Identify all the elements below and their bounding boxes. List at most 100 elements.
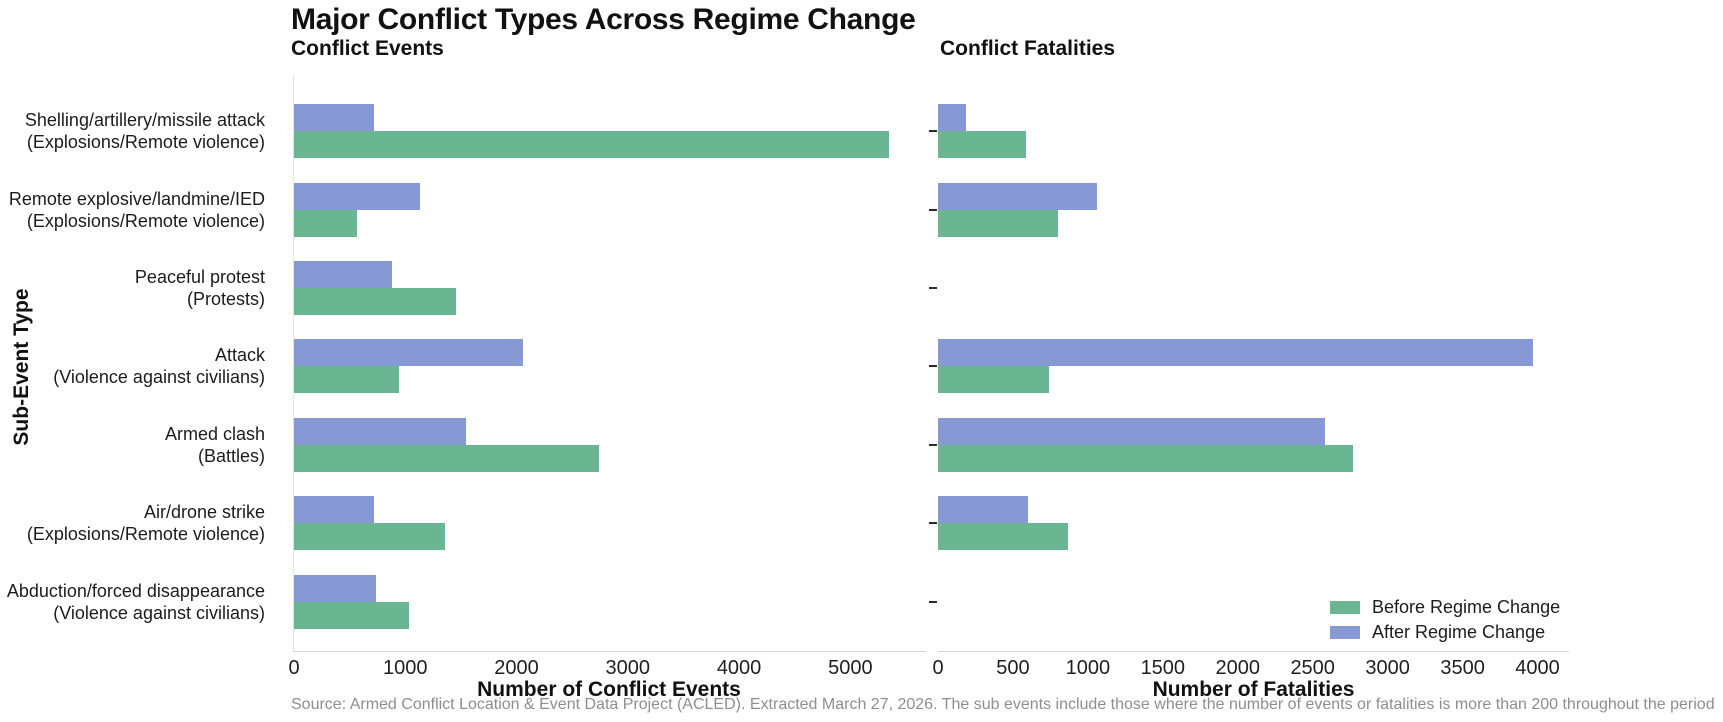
- bar-before-regime-change[interactable]: [938, 209, 1058, 237]
- category-row: Shelling/artillery/missile attack (Explos…: [0, 92, 265, 170]
- category-label-main: Armed clash: [164, 423, 265, 444]
- category-label-main: Peaceful protest: [134, 267, 265, 288]
- x-tick-label: 1000: [383, 657, 428, 679]
- bar-before-regime-change[interactable]: [294, 288, 457, 316]
- legend-swatch: [1330, 626, 1360, 639]
- bar-row: [294, 406, 926, 484]
- y-tick-mark: [929, 365, 937, 368]
- chart-title: Major Conflict Types Across Regime Chang…: [291, 3, 916, 36]
- bar-before-regime-change[interactable]: [294, 601, 409, 629]
- bar-after-regime-change[interactable]: [294, 339, 524, 367]
- bar-rows: [929, 92, 1569, 641]
- x-tick-label: 0: [932, 657, 944, 679]
- bar-before-regime-change[interactable]: [294, 444, 599, 472]
- x-tick-label: 1000: [1065, 657, 1111, 679]
- bar-before-regime-change[interactable]: [294, 209, 358, 237]
- bar-after-regime-change[interactable]: [938, 339, 1534, 367]
- category-label: Armed clash (Battles): [165, 423, 265, 467]
- bar-after-regime-change[interactable]: [938, 417, 1325, 445]
- category-label: Air/drone strike (Explosions/Remote viole…: [27, 501, 265, 545]
- fatalities-x-axis-title: Number of Fatalities: [1152, 678, 1355, 701]
- x-tick-label: 4000: [1515, 657, 1560, 679]
- panel-events-title: Conflict Events: [291, 37, 444, 60]
- y-tick-mark: [929, 130, 937, 133]
- bar-before-regime-change[interactable]: [294, 131, 890, 159]
- y-tick-mark: [929, 600, 937, 603]
- x-tick-label: 5000: [828, 657, 873, 679]
- category-row: Air/drone strike (Explosions/Remote viole…: [0, 484, 265, 562]
- bar-row: [294, 170, 926, 248]
- category-label-group: (Battles): [197, 445, 265, 466]
- category-label-group: (Violence against civilians): [53, 367, 265, 388]
- category-label-group: (Protests): [186, 289, 265, 310]
- bar-rows: [294, 92, 926, 641]
- legend-swatch: [1330, 601, 1360, 614]
- category-label-main: Air/drone strike: [143, 502, 265, 523]
- category-row: Attack (Violence against civilians): [0, 327, 265, 405]
- bar-after-regime-change[interactable]: [294, 574, 377, 602]
- category-label-main: Remote explosive/landmine/IED: [8, 188, 265, 209]
- category-label-group: (Explosions/Remote violence): [26, 210, 265, 231]
- category-row: Abduction/forced disappearance (Violence …: [0, 563, 265, 641]
- category-row: Remote explosive/landmine/IED (Explosions…: [0, 170, 265, 248]
- bar-row: [929, 92, 1569, 170]
- events-panel: 0 1000 2000 3000 4000 5000: [288, 75, 926, 679]
- events-x-axis-title: Number of Conflict Events: [477, 678, 741, 701]
- category-label: Attack (Violence against civilians): [53, 344, 265, 388]
- bar-before-regime-change[interactable]: [938, 366, 1049, 394]
- bar-row: [929, 563, 1569, 641]
- bar-row: [929, 170, 1569, 248]
- x-tick-label: 3000: [1365, 657, 1410, 679]
- category-label: Shelling/artillery/missile attack (Explos…: [25, 109, 265, 153]
- x-tick-label: 500: [996, 657, 1030, 679]
- x-tick-label: 3000: [605, 657, 651, 679]
- legend: Before Regime Change After Regime Change: [1330, 595, 1560, 645]
- category-label: Remote explosive/landmine/IED (Explosions…: [9, 188, 265, 232]
- bar-before-regime-change[interactable]: [294, 523, 446, 551]
- category-label-group: (Explosions/Remote violence): [26, 132, 265, 153]
- y-tick-mark: [929, 443, 937, 446]
- category-label: Peaceful protest (Protests): [135, 266, 265, 310]
- legend-item[interactable]: Before Regime Change: [1330, 595, 1560, 620]
- bar-after-regime-change[interactable]: [938, 104, 967, 132]
- bar-row: [929, 484, 1569, 562]
- bar-after-regime-change[interactable]: [294, 182, 420, 210]
- bar-row: [294, 92, 926, 170]
- y-tick-mark: [929, 522, 937, 525]
- bar-before-regime-change[interactable]: [938, 444, 1354, 472]
- bar-before-regime-change[interactable]: [938, 131, 1027, 159]
- fatalities-panel: 0 500 1000 1500 2000 2500 3000 3500 4000: [929, 75, 1569, 679]
- x-tick-label: 4000: [716, 657, 762, 679]
- bar-before-regime-change[interactable]: [294, 366, 399, 394]
- category-label-group: (Violence against civilians): [53, 602, 265, 623]
- bar-row: [294, 249, 926, 327]
- bar-before-regime-change[interactable]: [938, 523, 1069, 551]
- category-label-group: (Explosions/Remote violence): [26, 524, 265, 545]
- bar-row: [929, 327, 1569, 405]
- bar-after-regime-change[interactable]: [294, 261, 392, 289]
- bar-after-regime-change[interactable]: [938, 496, 1028, 524]
- y-tick-mark: [929, 287, 937, 290]
- legend-label: Before Regime Change: [1372, 597, 1561, 617]
- source-caption: Source: Armed Conflict Location & Event …: [291, 696, 1715, 713]
- category-row: Peaceful protest (Protests): [0, 249, 265, 327]
- category-label: Abduction/forced disappearance (Violence …: [7, 580, 265, 624]
- bar-after-regime-change[interactable]: [294, 104, 375, 132]
- bar-row: [929, 406, 1569, 484]
- bar-row: [294, 563, 926, 641]
- category-label-main: Attack: [214, 345, 265, 366]
- bar-row: [929, 249, 1569, 327]
- x-tick-label: 1500: [1140, 657, 1186, 679]
- legend-item[interactable]: After Regime Change: [1330, 620, 1560, 645]
- legend-label: After Regime Change: [1372, 622, 1546, 642]
- category-row: Armed clash (Battles): [0, 406, 265, 484]
- bar-after-regime-change[interactable]: [294, 417, 467, 445]
- bar-after-regime-change[interactable]: [938, 182, 1097, 210]
- bar-row: [294, 327, 926, 405]
- bar-after-regime-change[interactable]: [294, 496, 375, 524]
- x-tick-label: 3500: [1440, 657, 1485, 679]
- y-tick-mark: [929, 208, 937, 211]
- x-tick-label: 2000: [1215, 657, 1261, 679]
- panel-fatalities-title: Conflict Fatalities: [940, 37, 1116, 60]
